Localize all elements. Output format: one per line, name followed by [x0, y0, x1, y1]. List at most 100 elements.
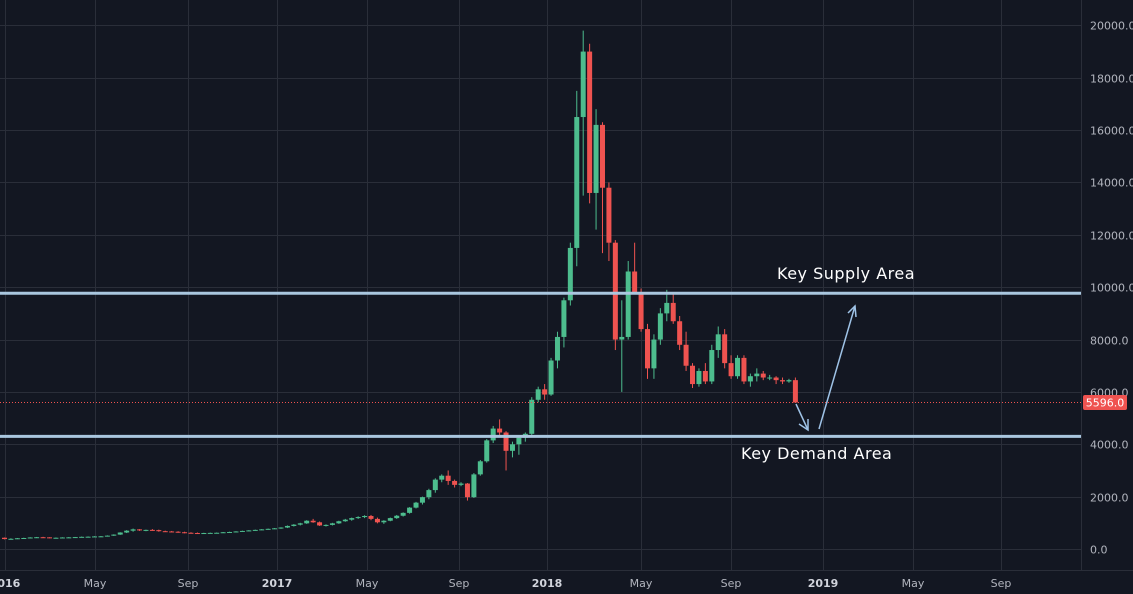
candle[interactable] [149, 529, 155, 531]
candle[interactable] [317, 521, 323, 526]
candle[interactable] [387, 517, 393, 522]
candle[interactable] [567, 242, 573, 306]
candle[interactable] [291, 524, 297, 527]
candle[interactable] [677, 315, 683, 351]
candle[interactable] [362, 515, 368, 519]
candle[interactable] [246, 530, 252, 532]
candle[interactable] [72, 536, 78, 539]
candle[interactable] [625, 261, 631, 340]
candle[interactable] [792, 377, 798, 403]
up-arrow-icon[interactable] [818, 304, 857, 430]
candle[interactable] [336, 520, 342, 524]
candle[interactable] [8, 538, 14, 540]
candle[interactable] [574, 90, 580, 267]
candle[interactable] [374, 517, 380, 524]
candle[interactable] [464, 483, 470, 501]
candle[interactable] [92, 536, 98, 538]
candle[interactable] [747, 373, 753, 387]
candle[interactable] [587, 43, 593, 204]
candle[interactable] [34, 536, 40, 539]
candle[interactable] [175, 531, 181, 533]
candle[interactable] [304, 520, 310, 524]
candle[interactable] [104, 535, 110, 537]
candle[interactable] [754, 368, 760, 382]
time-axis[interactable]: 2016 May Sep 2017 May Sep 2018 May Sep 2019 May Sep [0, 577, 1011, 590]
candle[interactable] [14, 538, 20, 540]
candle[interactable] [484, 439, 490, 463]
candle[interactable] [214, 532, 220, 534]
candle[interactable] [342, 518, 348, 522]
candle[interactable] [542, 384, 548, 400]
candle[interactable] [722, 329, 728, 369]
candle[interactable] [59, 537, 65, 539]
candle[interactable] [632, 242, 638, 293]
candle[interactable] [40, 536, 46, 539]
candle[interactable] [252, 529, 258, 531]
candle[interactable] [220, 531, 226, 534]
candle[interactable] [471, 473, 477, 498]
candle[interactable] [580, 30, 586, 196]
candle[interactable] [445, 470, 451, 485]
candle[interactable] [702, 363, 708, 385]
candle[interactable] [137, 529, 143, 531]
key-supply-label[interactable]: Key Supply Area [777, 264, 915, 283]
candle[interactable] [111, 534, 117, 536]
candle[interactable] [490, 425, 496, 443]
candle[interactable] [419, 496, 425, 505]
candle[interactable] [201, 532, 207, 535]
candle[interactable] [606, 182, 612, 262]
candle[interactable] [233, 531, 239, 533]
candle[interactable] [413, 501, 419, 509]
candle[interactable] [651, 334, 657, 379]
candle[interactable] [426, 488, 432, 500]
candle[interactable] [156, 529, 162, 532]
candle[interactable] [143, 529, 149, 532]
candle[interactable] [278, 527, 284, 529]
candle[interactable] [79, 536, 85, 538]
candle[interactable] [227, 531, 233, 533]
candle[interactable] [599, 122, 605, 254]
candle[interactable] [66, 537, 72, 539]
candle[interactable] [368, 514, 374, 521]
candle[interactable] [194, 532, 200, 535]
candle[interactable] [394, 514, 400, 519]
candle[interactable] [297, 522, 303, 526]
candle[interactable] [509, 441, 515, 458]
candle[interactable] [259, 529, 265, 531]
candle[interactable] [516, 436, 522, 455]
candle[interactable] [130, 528, 136, 532]
key-demand-label[interactable]: Key Demand Area [741, 444, 892, 463]
candle[interactable] [381, 520, 387, 524]
candle[interactable] [53, 537, 59, 539]
candle[interactable] [439, 474, 445, 483]
candle[interactable] [239, 530, 245, 532]
candle[interactable] [182, 531, 188, 534]
candle[interactable] [169, 530, 175, 533]
candle[interactable] [670, 292, 676, 324]
candle[interactable] [207, 532, 213, 534]
candle[interactable] [47, 537, 53, 539]
candle[interactable] [561, 297, 567, 348]
candle[interactable] [548, 357, 554, 396]
candle[interactable] [645, 323, 650, 379]
candle[interactable] [329, 522, 335, 526]
down-arrow-icon[interactable] [795, 403, 809, 432]
candle[interactable] [696, 368, 702, 387]
candle[interactable] [593, 109, 599, 230]
candle[interactable] [2, 537, 7, 540]
candle[interactable] [400, 512, 406, 517]
candle[interactable] [657, 308, 663, 345]
candle[interactable] [735, 355, 741, 379]
candle[interactable] [284, 525, 290, 529]
candle[interactable] [355, 516, 361, 519]
candle[interactable] [124, 530, 130, 534]
candle[interactable] [554, 331, 560, 369]
candle[interactable] [497, 419, 503, 437]
candle[interactable] [323, 524, 329, 527]
candle[interactable] [21, 537, 27, 540]
candle[interactable] [349, 517, 355, 521]
candle[interactable] [98, 536, 104, 538]
candle[interactable] [265, 528, 271, 530]
candle[interactable] [728, 355, 734, 379]
candle[interactable] [188, 532, 194, 534]
